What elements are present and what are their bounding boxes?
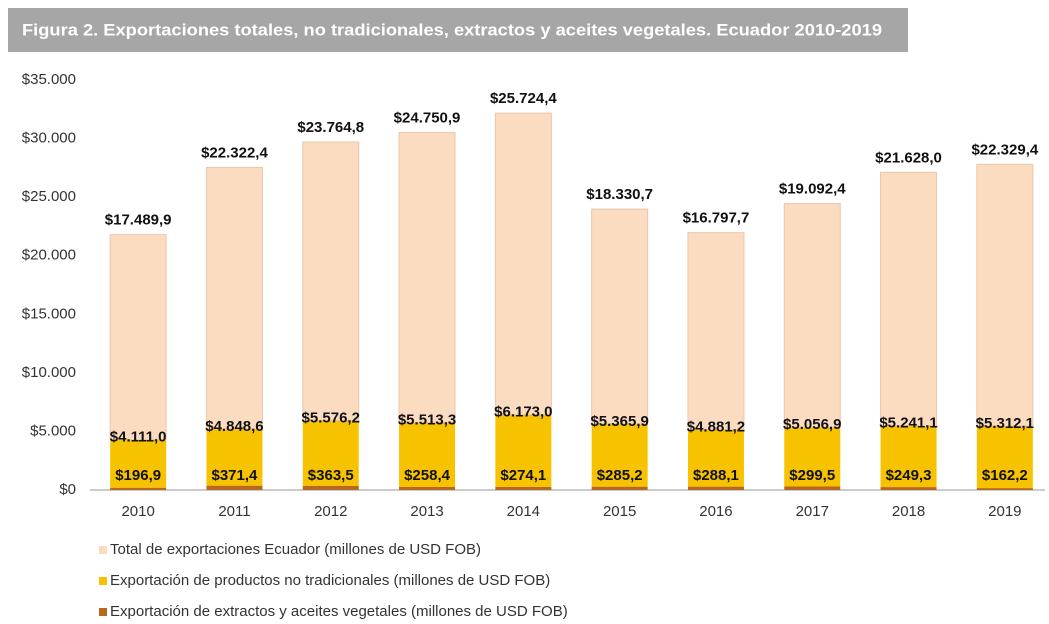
bar-segment: [880, 425, 937, 488]
data-label: $18.330,7: [586, 186, 653, 203]
bar-segment: [687, 429, 744, 487]
y-tick-label: $15.000: [22, 305, 76, 322]
legend-swatch: [99, 577, 107, 585]
x-tick-label: 2018: [892, 503, 925, 520]
y-tick-label: $30.000: [22, 130, 76, 147]
bar-segment: [206, 428, 263, 486]
data-label: $196,9: [115, 467, 161, 484]
data-label: $299,5: [789, 467, 835, 484]
bar-segment: [206, 485, 263, 490]
data-label: $16.797,7: [683, 210, 750, 227]
x-tick-label: 2016: [699, 503, 732, 520]
legend-label: Exportación de extractos y aceites veget…: [110, 603, 568, 620]
y-tick-label: $5.000: [30, 422, 76, 439]
title-banner: [8, 8, 908, 52]
bar-segment: [398, 131, 456, 423]
data-label: $249,3: [886, 467, 932, 484]
bar-segment: [687, 232, 745, 430]
data-label: $4.111,0: [110, 429, 167, 446]
bar-segment: [880, 171, 938, 427]
legend-label: Exportación de productos no tradicionale…: [110, 572, 550, 589]
bar-segment: [110, 487, 167, 490]
bar-segment: [976, 163, 1034, 427]
bar-segment: [784, 427, 841, 487]
bar-segment: [302, 141, 360, 421]
x-tick-label: 2010: [121, 503, 154, 520]
bar-segment: [495, 486, 552, 490]
bar-segment: [399, 486, 456, 490]
bar-segment: [494, 112, 552, 415]
y-tick-label: $0: [59, 481, 76, 498]
x-tick-label: 2015: [603, 503, 636, 520]
data-label: $5.513,3: [398, 411, 456, 428]
y-tick-label: $25.000: [22, 188, 76, 205]
x-tick-label: 2014: [507, 503, 540, 520]
bar-segment: [302, 420, 359, 486]
x-tick-label: 2011: [218, 503, 250, 520]
data-label: $363,5: [308, 467, 354, 484]
legend-swatch: [99, 608, 107, 616]
chart-title: Figura 2. Exportaciones totales, no trad…: [22, 20, 882, 39]
data-label: $274,1: [500, 467, 546, 484]
bar-segment: [591, 423, 648, 487]
data-label: $5.365,9: [590, 413, 648, 430]
data-label: $23.764,8: [297, 119, 364, 136]
x-tick-label: 2017: [796, 503, 829, 520]
y-tick-label: $10.000: [22, 364, 76, 381]
data-label: $6.173,0: [494, 403, 552, 420]
bar-segment: [591, 486, 648, 490]
data-label: $24.750,9: [394, 109, 461, 126]
bar-segment: [110, 439, 167, 488]
data-label: $371,4: [212, 467, 259, 484]
bar-segment: [976, 488, 1033, 490]
bar-segment: [880, 487, 937, 490]
bar-segment: [399, 422, 456, 487]
data-label: $162,2: [982, 467, 1028, 484]
legend-label: Total de exportaciones Ecuador (millones…: [110, 541, 481, 558]
bar-segment: [976, 425, 1033, 489]
x-tick-label: 2013: [410, 503, 443, 520]
data-label: $5.576,2: [302, 409, 360, 426]
data-label: $22.322,4: [201, 144, 268, 161]
data-label: $22.329,4: [971, 141, 1038, 158]
data-label: $4.881,2: [687, 418, 745, 435]
bar-segment: [783, 203, 841, 428]
x-tick-label: 2012: [314, 503, 347, 520]
bar-segment: [784, 486, 841, 490]
data-label: $17.489,9: [105, 212, 172, 229]
data-label: $5.312,1: [976, 415, 1034, 432]
data-label: $285,2: [597, 467, 643, 484]
data-label: $5.056,9: [783, 416, 841, 433]
data-label: $258,4: [404, 467, 451, 484]
legend-swatch: [99, 546, 107, 554]
x-tick-label: 2019: [988, 503, 1021, 520]
data-label: $288,1: [693, 467, 739, 484]
bar-segment: [109, 234, 167, 441]
bar-segment: [495, 414, 552, 487]
data-label: $5.241,1: [879, 415, 937, 432]
bar-segment: [302, 485, 359, 490]
data-label: $19.092,4: [779, 181, 846, 198]
data-label: $25.724,4: [490, 90, 557, 107]
y-tick-label: $35.000: [22, 71, 76, 88]
bar-segment: [205, 166, 263, 430]
y-tick-label: $20.000: [22, 247, 76, 264]
data-label: $4.848,6: [205, 418, 263, 435]
bar-segment: [687, 486, 744, 490]
bar-segment: [591, 208, 649, 425]
data-label: $21.628,0: [875, 149, 942, 166]
